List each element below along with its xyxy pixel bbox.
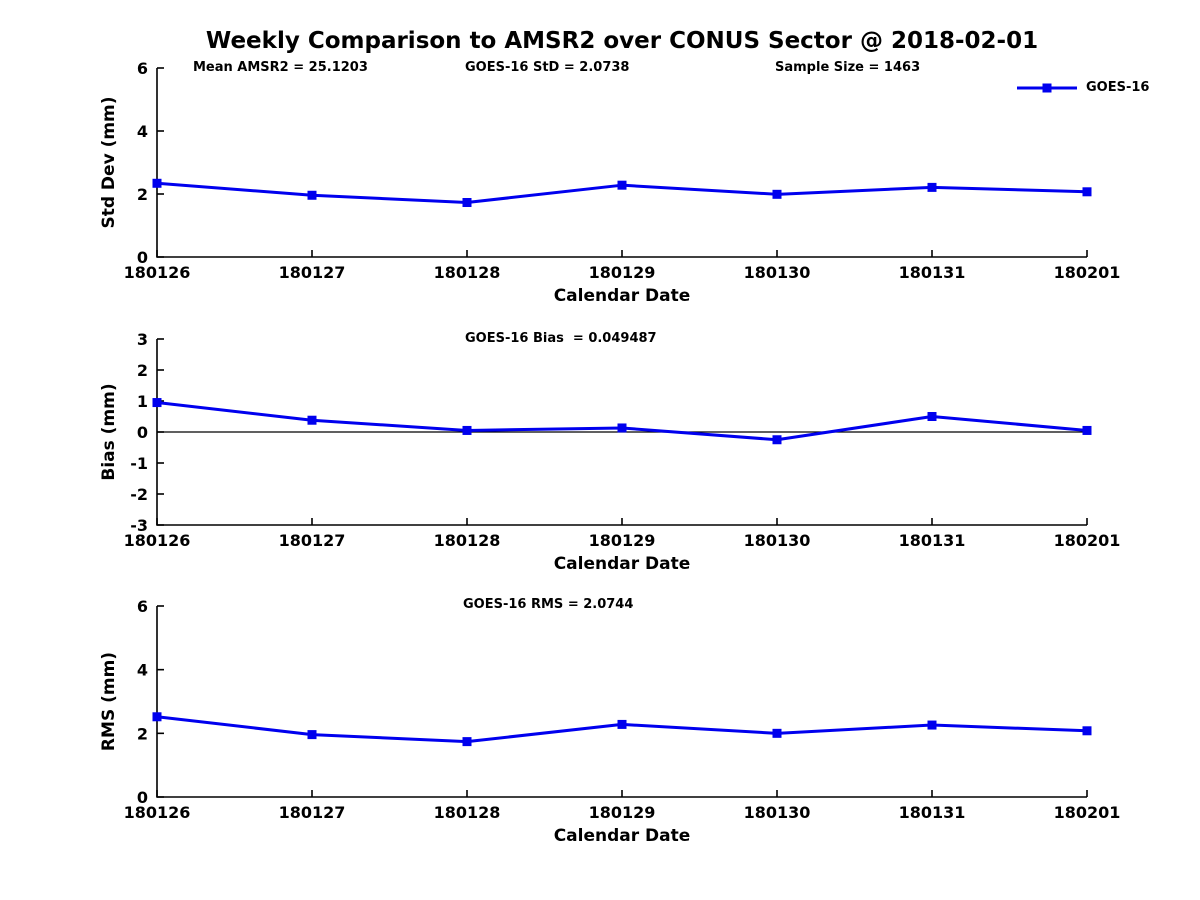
bias-chart: -3 -2 -1 0 1 2 3 180126 180127 180128 180129 180130… [99,330,1120,574]
x-tick-label: 180126 [124,531,191,550]
y-tick-label: 6 [137,597,148,616]
x-tick-label: 180126 [124,803,191,822]
y-tick-label: 1 [137,392,148,411]
data-point-marker [152,712,162,722]
axis-spines [156,606,1087,798]
annotation-goes16-std: GOES-16 StD = 2.0738 [465,60,630,75]
x-tick-label: 180201 [1054,531,1121,550]
x-tick-label: 180129 [589,531,656,550]
data-point-marker [927,720,937,730]
data-point-marker [772,435,782,445]
data-point-marker [617,719,627,729]
x-tick-label: 180128 [434,531,501,550]
data-point-marker [617,423,627,433]
y-tick-label: -3 [130,516,148,535]
data-point-marker [927,412,937,421]
x-tick-label: 180126 [124,263,191,282]
annotation-mean-amsr2: Mean AMSR2 = 25.1203 [193,60,368,75]
data-point-marker [1082,187,1092,197]
x-tick-label: 180130 [744,531,811,550]
y-tick-label: 0 [137,788,148,807]
axis-spines [156,68,1087,258]
y-axis-label: RMS (mm) [99,652,119,751]
y-tick-label: 2 [137,361,148,380]
x-tick-label: 180129 [589,803,656,822]
x-tick-label: 180201 [1054,803,1121,822]
rms-chart: 0 2 4 6 180126 180127 180128 180129 180130 180131… [99,597,1120,846]
x-tick-label: 180201 [1054,263,1121,282]
x-tick-label: 180131 [899,803,966,822]
series-line [156,401,1088,442]
y-tick-label: -2 [130,485,148,504]
x-tick-label: 180128 [434,263,501,282]
data-point-marker [772,189,782,199]
x-tick-label: 180127 [279,531,346,550]
data-point-marker [617,180,627,190]
annotation-goes16-bias: GOES-16 Bias = 0.049487 [465,331,657,346]
data-point-marker [1082,726,1092,736]
data-point-marker [307,730,317,740]
y-tick-label: 4 [137,661,148,680]
x-tick-label: 180128 [434,803,501,822]
x-tick-label: 180127 [279,263,346,282]
x-axis-label: Calendar Date [554,826,691,846]
y-tick-label: -1 [130,454,148,473]
x-tick-label: 180131 [899,263,966,282]
y-tick-label: 3 [137,330,148,349]
y-tick-label: 2 [137,724,148,743]
x-axis-label: Calendar Date [554,554,691,574]
y-tick-label: 6 [137,59,148,78]
data-point-marker [307,190,317,200]
y-axis-label: Bias (mm) [99,383,119,480]
x-tick-label: 180131 [899,531,966,550]
annotation-sample-size: Sample Size = 1463 [775,60,921,75]
x-tick-label: 180130 [744,803,811,822]
y-tick-label: 0 [137,423,148,442]
legend-line-marker-icon [1017,83,1077,92]
data-point-marker [152,178,162,188]
x-tick-label: 180127 [279,803,346,822]
annotation-goes16-rms: GOES-16 RMS = 2.0744 [463,597,634,612]
data-point-marker [927,182,937,192]
data-point-marker [307,415,317,425]
y-tick-label: 4 [137,122,148,141]
x-axis-label: Calendar Date [554,286,691,306]
data-point-marker [462,425,472,435]
data-point-marker [1082,425,1092,435]
y-axis-label: Std Dev (mm) [99,96,119,228]
stddev-chart: 0 2 4 6 180126 180127 180128 180129 180130 180131… [99,59,1120,306]
figure-title: Weekly Comparison to AMSR2 over CONUS Se… [205,28,1039,54]
data-point-marker [152,398,162,408]
legend: GOES-16 [1016,80,1149,95]
data-point-marker [462,737,472,747]
data-point-marker [462,198,472,208]
y-tick-label: 0 [137,248,148,267]
data-point-marker [772,728,782,738]
y-tick-label: 2 [137,185,148,204]
legend-label: GOES-16 [1086,80,1150,95]
x-tick-label: 180129 [589,263,656,282]
x-tick-label: 180130 [744,263,811,282]
